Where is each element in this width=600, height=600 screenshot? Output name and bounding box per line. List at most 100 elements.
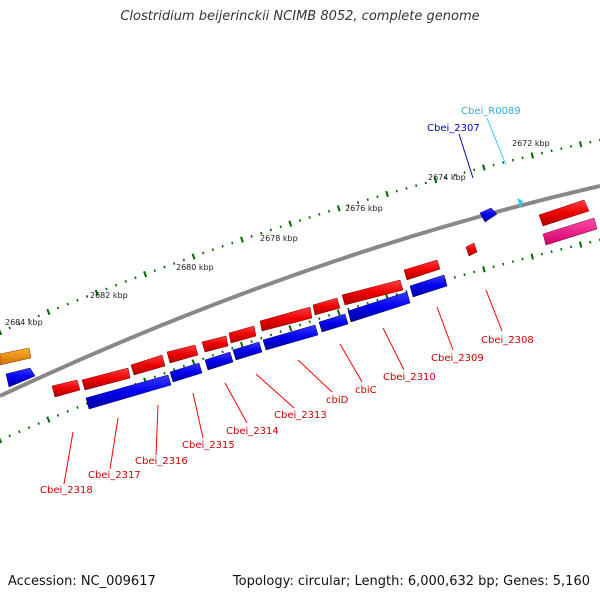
scale-label-2676: 2676 kbp [345,204,383,213]
label-leader-lines [63,117,507,485]
gene-cbei-r0089[interactable] [517,198,523,208]
label-cbid[interactable]: cbiD [326,395,349,406]
label-cbei-r0089[interactable]: Cbei_R0089 [461,106,521,117]
label-cbei-2309[interactable]: Cbei_2309 [431,353,484,364]
label-cbei-2318[interactable]: Cbei_2318 [40,485,93,496]
gene-cbei-2307[interactable] [479,207,498,223]
major-tick [530,152,534,159]
minor-tick [182,364,186,368]
scale-label-2682: 2682 kbp [90,291,128,300]
gene-cbei-2315[interactable] [166,344,199,364]
minor-tick [56,306,60,310]
major-tick [433,177,438,184]
minor-tick [560,147,563,151]
label-cbei-2308[interactable]: Cbei_2308 [481,335,534,346]
gene-cbei-2313[interactable] [228,325,257,344]
minor-tick [540,151,543,155]
major-tick [288,220,293,227]
minor-tick [521,156,524,160]
major-tick [385,190,389,198]
minor-tick [269,228,273,232]
minor-tick [124,280,127,283]
minor-tick [18,430,21,434]
scale-labels: 2684 kbp 2682 kbp 2680 kbp 2678 kbp 2676… [5,139,550,327]
minor-tick [211,353,215,357]
gene-blue-2310[interactable] [347,291,411,323]
minor-tick [85,295,89,298]
gene-pink[interactable] [542,217,598,246]
minor-tick [540,252,543,256]
gene-blue-2317[interactable] [85,374,172,410]
minor-tick [589,140,592,144]
major-tick [240,236,244,243]
minor-tick [502,161,505,164]
minor-tick [347,307,350,311]
minor-tick [405,186,408,190]
minor-tick [18,322,21,326]
minor-tick [27,318,31,322]
minor-tick [173,368,176,371]
gene-blue-2314[interactable] [232,341,263,361]
minor-tick [56,413,60,417]
gene-blue-left[interactable] [5,367,36,388]
gene-cbei-2314[interactable] [201,335,229,353]
label-cbei-2317[interactable]: Cbei_2317 [88,470,141,481]
label-cbei-2307[interactable]: Cbei_2307 [427,123,480,134]
label-cbei-2314[interactable]: Cbei_2314 [226,426,279,437]
gene-cbei-2316[interactable] [130,354,166,376]
minor-tick [221,350,224,354]
gene-blue-2315[interactable] [204,351,234,371]
label-cbic[interactable]: cbiC [355,385,377,396]
gene-cbid[interactable] [259,306,313,332]
accession-text: Accession: NC_009617 [8,574,156,589]
minor-tick [511,158,514,162]
gene-orange[interactable] [0,347,32,366]
major-tick [578,241,583,248]
scale-label-2672: 2672 kbp [512,139,550,148]
minor-tick [473,270,476,274]
minor-tick [279,225,282,229]
gene-cbei-2308[interactable] [465,242,478,257]
minor-tick [231,241,234,245]
label-cbei-2316[interactable]: Cbei_2316 [135,456,188,467]
minor-tick [521,257,524,261]
minor-tick [473,168,476,172]
gene-blue-2316[interactable] [169,362,203,383]
minor-tick [27,426,31,430]
gene-cbei-2317[interactable] [81,367,131,391]
gene-cbei-2310[interactable] [341,279,404,306]
reverse-genes [5,207,498,410]
minor-tick [76,406,79,409]
gene-upstream-red[interactable] [538,199,590,227]
major-tick [482,266,486,273]
minor-tick [182,258,186,262]
label-cbei-2310[interactable]: Cbei_2310 [383,372,436,383]
minor-tick [66,302,69,306]
gene-blue-2313[interactable] [262,324,319,351]
minor-tick [569,145,572,148]
gene-blue-2309[interactable] [409,274,448,298]
minor-tick [366,301,369,305]
major-tick [0,329,3,336]
minor-tick [366,198,369,202]
map-title: Clostridium beijerinckii NCIMB 8052, com… [120,9,480,24]
gene-blue-cbid[interactable] [318,313,349,333]
label-cbei-2315[interactable]: Cbei_2315 [182,440,235,451]
forward-genes [51,199,590,398]
label-cbei-2313[interactable]: Cbei_2313 [274,410,327,421]
major-tick [482,164,486,171]
minor-tick [327,314,331,317]
minor-tick [250,234,253,238]
scale-label-2684: 2684 kbp [5,318,43,327]
minor-tick [202,357,205,361]
gene-cbic[interactable] [312,297,341,316]
minor-tick [298,219,302,222]
gene-cbei-2309[interactable] [403,259,441,281]
gene-cbei-2318[interactable] [51,379,81,398]
minor-tick [492,265,495,269]
minor-tick [163,371,166,375]
minor-tick [550,149,553,153]
minor-tick [66,409,69,413]
minor-tick [260,231,263,235]
